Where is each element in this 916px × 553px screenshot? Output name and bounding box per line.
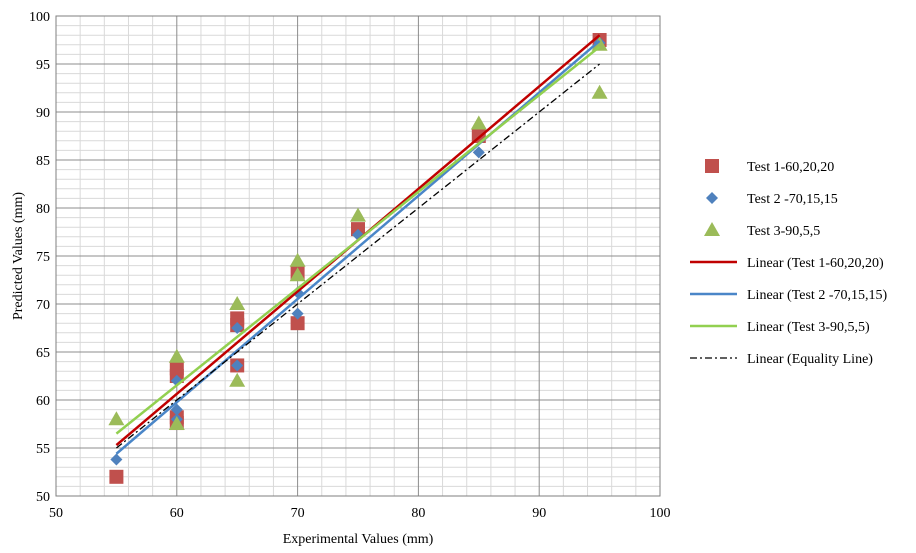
y-tick-label: 75 — [36, 250, 50, 265]
y-tick-label: 65 — [36, 346, 50, 361]
plot-area — [55, 15, 661, 497]
data-point — [229, 372, 246, 387]
legend-marker — [705, 159, 719, 173]
minor-gridlines — [56, 16, 660, 496]
x-tick-label: 60 — [170, 506, 184, 521]
y-tick-label: 95 — [36, 58, 50, 73]
data-point — [290, 316, 305, 331]
y-tick-label: 50 — [36, 490, 50, 505]
data-point — [591, 36, 608, 51]
y-tick-label: 80 — [36, 202, 50, 217]
data-point — [231, 322, 244, 334]
legend: Test 1-60,20,20 Test 2 -70,15,15 Test 3-90… — [690, 159, 887, 367]
data-point — [472, 146, 485, 159]
data-point — [470, 115, 487, 130]
data-point — [231, 359, 244, 372]
x-tick-label: 90 — [532, 506, 546, 521]
legend-label: Test 2 -70,15,15 — [747, 192, 838, 207]
data-point — [591, 84, 608, 99]
legend-label: Test 3-90,5,5 — [747, 224, 820, 239]
trendline — [115, 63, 601, 449]
y-tick-label: 85 — [36, 154, 50, 169]
y-tick-label: 100 — [29, 10, 50, 25]
legend-label: Linear (Test 2 -70,15,15) — [747, 288, 887, 303]
data-point — [170, 403, 183, 416]
x-tick-label: 80 — [411, 506, 425, 521]
data-point — [168, 348, 185, 363]
y-tick-label: 60 — [36, 394, 50, 409]
data-point — [168, 416, 185, 430]
x-tick-label: 70 — [291, 506, 305, 521]
data-point — [110, 453, 123, 466]
data-point — [289, 252, 306, 267]
data-point — [350, 207, 366, 222]
y-tick-label: 90 — [36, 106, 50, 121]
data-point — [289, 267, 306, 282]
major-gridlines — [55, 15, 661, 497]
x-axis-title: Experimental Values (mm) — [283, 532, 434, 547]
data-point — [108, 411, 125, 426]
legend-label: Linear (Test 1-60,20,20) — [747, 256, 884, 271]
legend-label: Test 1-60,20,20 — [747, 160, 834, 175]
y-tick-label: 70 — [36, 298, 50, 313]
legend-label: Linear (Test 3-90,5,5) — [747, 320, 870, 335]
data-point — [291, 307, 304, 320]
data-point — [229, 296, 246, 310]
trendline — [115, 45, 601, 435]
x-tick-label: 50 — [49, 506, 63, 521]
y-axis-ticks: 50 55 60 65 70 75 80 85 90 95 100 — [29, 10, 50, 505]
legend-marker — [704, 222, 720, 236]
data-point — [109, 469, 124, 484]
y-tick-label: 55 — [36, 442, 50, 457]
x-axis-ticks: 50 60 70 80 90 100 — [49, 506, 671, 521]
x-tick-label: 100 — [650, 506, 671, 521]
trendlines — [115, 34, 601, 455]
legend-marker — [706, 192, 718, 204]
legend-label: Linear (Equality Line) — [747, 352, 873, 367]
y-axis-title: Predicted Values (mm) — [11, 192, 26, 320]
